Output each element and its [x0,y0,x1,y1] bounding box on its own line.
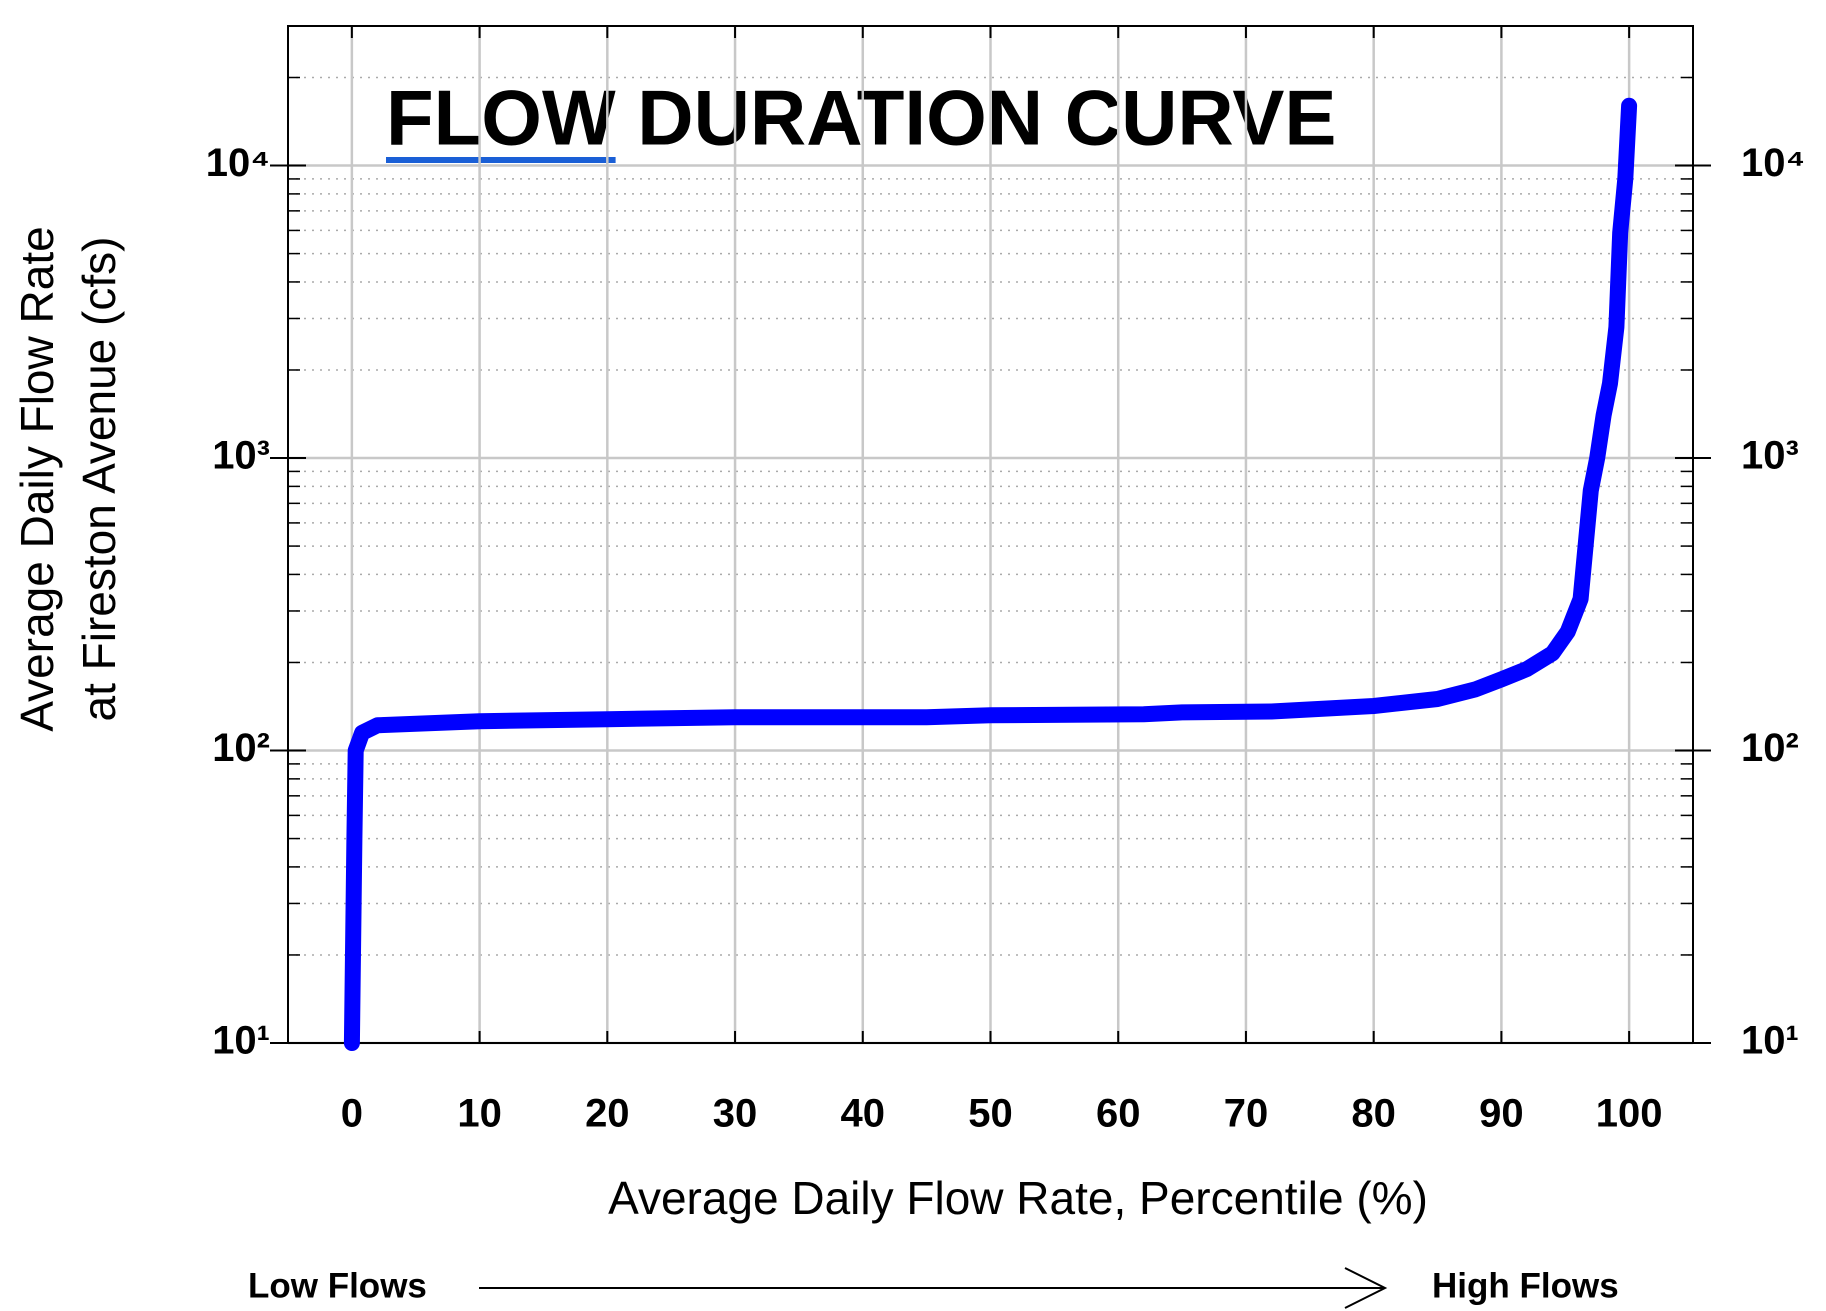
x-axis-label: Average Daily Flow Rate, Percentile (%) [608,1172,1428,1224]
y-tick-label: 10³ [212,434,270,478]
x-tick-label: 40 [841,1092,886,1136]
x-tick-label: 50 [968,1092,1013,1136]
annotation: High Flows [1432,1266,1619,1305]
y-axis-label: Average Daily Flow Rate [11,226,63,731]
x-tick-label: 0 [341,1092,363,1136]
x-tick-label: 80 [1351,1092,1396,1136]
x-tick-label: 10 [457,1092,502,1136]
x-tick-label: 60 [1096,1092,1141,1136]
y-tick-label: 10⁴ [206,141,270,185]
y-axis-label: at Fireston Avenue (cfs) [73,237,125,722]
y-tick-label: 10⁴ [1741,141,1805,185]
x-tick-label: 90 [1479,1092,1524,1136]
x-tick-label: 20 [585,1092,630,1136]
y-tick-label: 10¹ [1741,1019,1799,1063]
chart-title: FLOW DURATION CURVE [386,74,1336,162]
y-tick-label: 10² [1741,726,1799,770]
annotation: Low Flows [248,1266,427,1305]
plot-frame [287,25,1694,1044]
arrow-head [1344,1267,1388,1309]
x-tick-label: 70 [1224,1092,1269,1136]
line-series [343,97,1638,1051]
x-tick-label: 100 [1596,1092,1663,1136]
y-tick-label: 10¹ [212,1019,270,1063]
y-tick-label: 10³ [1741,434,1799,478]
x-tick-label: 30 [713,1092,758,1136]
y-tick-label: 10² [212,726,270,770]
